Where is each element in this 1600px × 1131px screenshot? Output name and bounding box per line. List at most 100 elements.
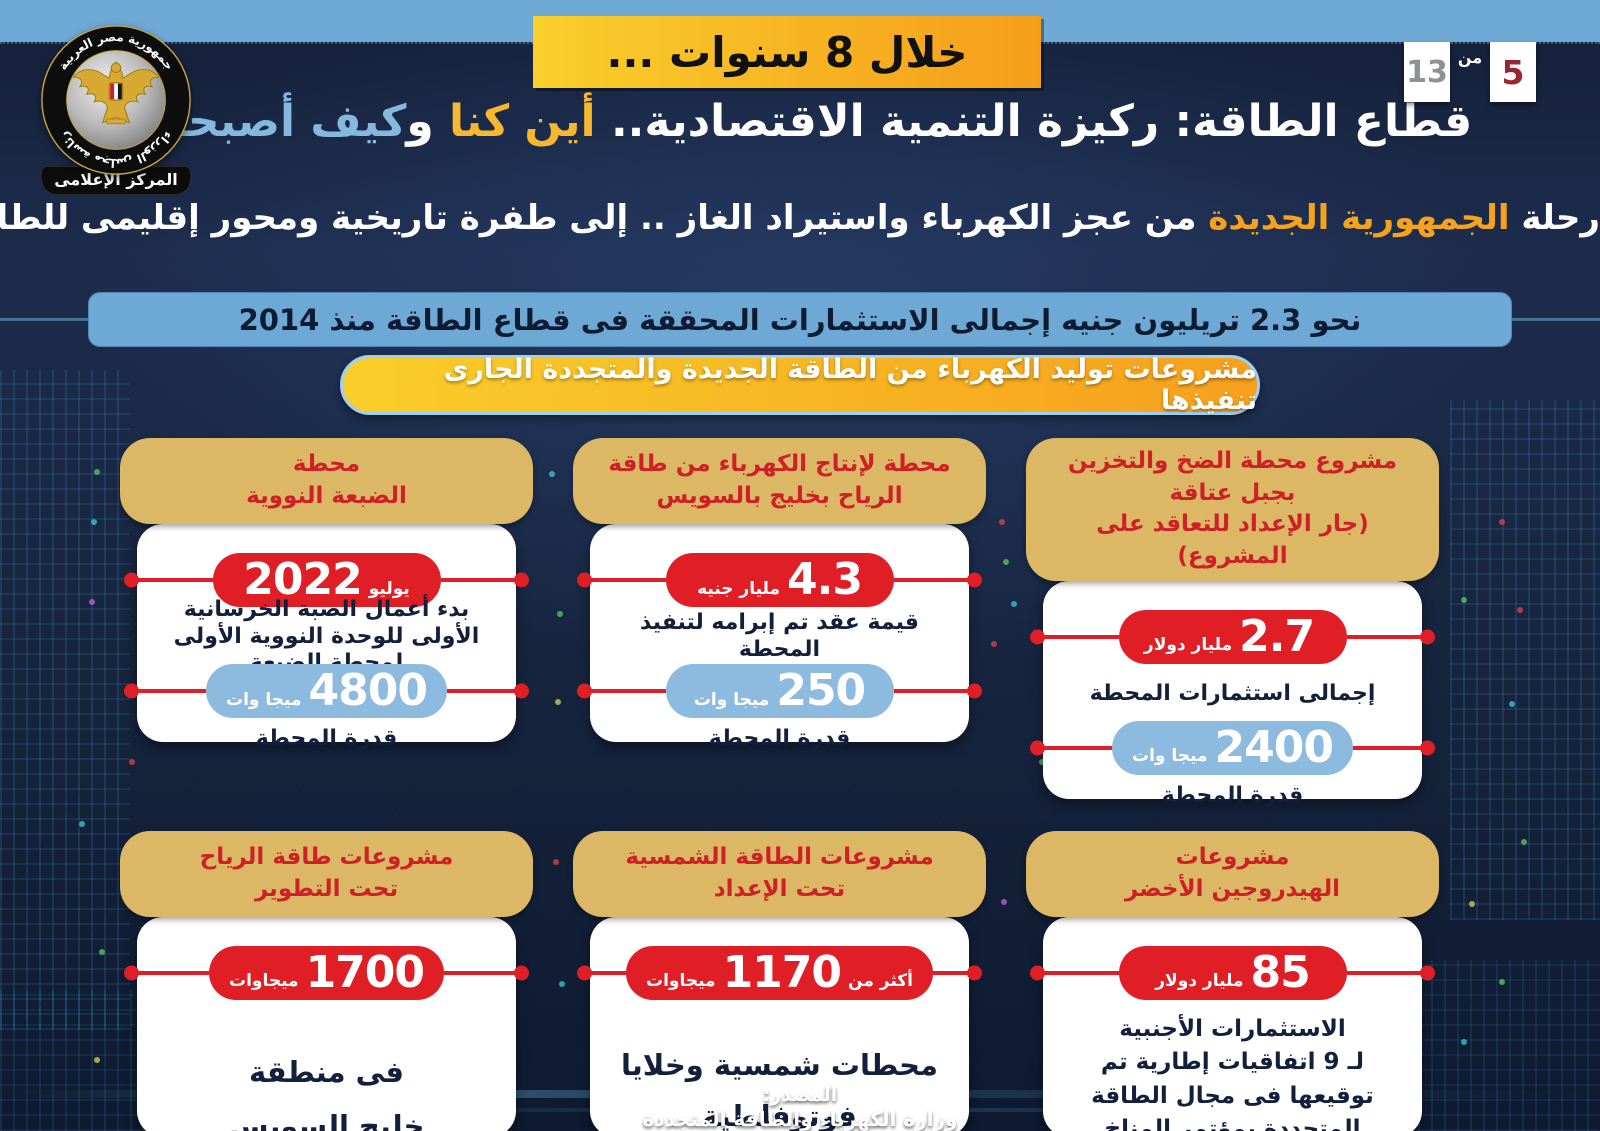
stat-unit: مليار دولار: [1155, 971, 1244, 992]
card-title-line2: (جار الإعداد للتعاقد على المشروع): [1096, 511, 1369, 570]
connector-dot: [1030, 629, 1045, 645]
card-title-line1: مشروع محطة الضخ والتخزين بجبل عتاقة: [1067, 448, 1398, 506]
connector-dot: [514, 683, 529, 699]
card-title-line2: الضبعة النووية: [246, 483, 407, 509]
body-line: فى منطقة: [249, 1054, 404, 1089]
connector-dot: [124, 572, 139, 588]
card-wind-station-suez: محطة لإنتاج الكهرباء من طاقة الرياح بخلي…: [573, 438, 986, 799]
connector-line: [1030, 965, 1119, 981]
stat-value: 4800: [308, 665, 428, 716]
stat-row: 2.7 مليار دولار: [1030, 609, 1435, 664]
stat-label: إجمالى استثمارات المحطة: [1089, 680, 1376, 706]
card-body-text: فى منطقة خليج السويس: [137, 1046, 516, 1131]
investment-banner-text: نحو 2.3 تريليون جنيه إجمالى الاستثمارات …: [238, 302, 1362, 337]
stat-pill-blue: 250 ميجا وات: [665, 664, 894, 718]
card-wind-development: مشروعات طاقة الرياح تحت التطوير 1700 ميج…: [120, 830, 533, 1131]
stat-row: 2400 ميجا وات: [1030, 720, 1435, 775]
card-title-line1: مشروعات طاقة الرياح: [199, 844, 454, 871]
card-body: 1700 ميجاوات فى منطقة خليج السويس: [124, 916, 530, 1131]
subtitle-part-white: رحلة: [1521, 198, 1600, 238]
title-part-white: قطاع الطاقة: ركيزة التنمية الاقتصادية..: [610, 96, 1473, 147]
page-current-tab: 5: [1490, 42, 1536, 102]
card-dabaa-nuclear: محطة الضبعة النووية يوليو 2022 بدء أعمال…: [120, 438, 533, 799]
section-banner-text: مشروعات توليد الكهرباء من الطاقة الجديدة…: [443, 354, 1257, 416]
subtitle-part-orange: الجمهورية الجديدة: [1208, 198, 1510, 238]
source-label: المصدر:: [762, 1084, 838, 1106]
stat-prefix: يوليو: [368, 578, 410, 599]
investment-banner: نحو 2.3 تريليون جنيه إجمالى الاستثمارات …: [88, 292, 1512, 347]
stat-value: 85: [1250, 946, 1311, 998]
stat-unit: ميجاوات: [228, 971, 299, 992]
stat-row: أكثر من 1170 ميجاوات: [577, 945, 982, 1000]
stat-value: 2022: [243, 554, 362, 605]
stat-pill-red: 2.7 مليار دولار: [1118, 609, 1347, 664]
stat-row: 250 ميجا وات: [577, 664, 982, 718]
card-header: مشروعات الهيدروجين الأخضر: [1026, 830, 1439, 917]
card-title-line2: الهيدروجين الأخضر: [1124, 875, 1341, 902]
connector-line: [577, 683, 666, 699]
body-line: فوتوفلطية: [702, 1098, 857, 1131]
source-footer: المصدر: وزارة الكهرباء والطاقة المتجددة: [0, 1084, 1600, 1131]
card-title-line1: مشروعات: [1175, 844, 1290, 871]
card-title-line1: محطة لإنتاج الكهرباء من طاقة: [608, 451, 951, 478]
stat-value: 250: [776, 665, 866, 716]
connector-line: [1030, 629, 1119, 645]
stat-label: قدرة المحطة: [1161, 782, 1304, 808]
card-pumped-storage-ataqa: مشروع محطة الضخ والتخزين بجبل عتاقة (جار…: [1026, 438, 1439, 808]
stat-label: قدرة المحطة: [255, 726, 398, 751]
stat-pill-red: 4.3 مليار جنيه: [665, 553, 894, 607]
stat-row: يوليو 2022: [124, 553, 529, 607]
connector-line: [446, 683, 529, 699]
stat-label: قدرة المحطة: [708, 726, 851, 751]
card-body: يوليو 2022 بدء أعمال الصبة الخرسانية الأ…: [124, 524, 529, 751]
page-total: 13: [1406, 54, 1448, 90]
stat-pill-red: يوليو 2022: [212, 553, 441, 607]
stat-pill-red: أكثر من 1170 ميجاوات: [625, 945, 934, 1000]
connector-dot: [1420, 629, 1435, 645]
connector-line: [933, 965, 982, 981]
source-name: وزارة الكهرباء والطاقة المتجددة: [642, 1107, 958, 1131]
card-body: 2.7 مليار دولار إجمالى استثمارات المحطة …: [1030, 580, 1435, 808]
connector-dot: [1420, 965, 1435, 981]
connector-dot: [1030, 965, 1045, 981]
stat-unit: ميجا وات: [693, 689, 770, 710]
card-header: مشروعات الطاقة الشمسية تحت الإعداد: [573, 830, 986, 917]
connector-line: [1346, 965, 1435, 981]
title-part-yellow: أين كنا: [449, 96, 596, 147]
card-green-hydrogen: مشروعات الهيدروجين الأخضر 85 مليار دولار…: [1026, 830, 1439, 1131]
connector-line: [440, 572, 529, 588]
connector-line: [1030, 740, 1113, 756]
connector-dot: [967, 965, 982, 981]
years-ribbon: خلال 8 سنوات ...: [533, 16, 1041, 88]
connector-dot: [577, 572, 592, 588]
card-header: محطة لإنتاج الكهرباء من طاقة الرياح بخلي…: [573, 438, 986, 524]
stat-row: 4800 ميجا وات: [124, 664, 529, 718]
stat-unit: ميجاوات: [645, 971, 716, 992]
connector-dot: [514, 572, 529, 588]
connector-line: [893, 683, 982, 699]
connector-line: [577, 572, 666, 588]
card-body: 4.3 مليار جنيه قيمة عقد تم إبرامه لتنفيذ…: [577, 524, 982, 751]
card-header: محطة الضبعة النووية: [120, 438, 533, 524]
emblem-seal-icon: جمهورية مصر العربية رئاسة مجلس الوزراء: [41, 25, 191, 175]
connector-dot: [577, 965, 592, 981]
circuit-texture-left: [0, 370, 130, 1030]
connector-line: [444, 965, 530, 981]
card-header: مشروعات طاقة الرياح تحت التطوير: [120, 830, 533, 917]
card-title-line1: مشروعات الطاقة الشمسية: [625, 844, 934, 871]
page-title: قطاع الطاقة: ركيزة التنمية الاقتصادية.. …: [0, 96, 1600, 147]
body-line: محطات شمسية وخلايا: [621, 1047, 938, 1082]
stat-prefix: أكثر من: [848, 971, 914, 992]
body-line: الاستثمارات الأجنبية: [1119, 1015, 1346, 1042]
stat-label: بدء أعمال الصبة الخرسانية الأولى للوحدة …: [173, 596, 480, 676]
card-title-line1: محطة: [292, 451, 361, 478]
stat-value: 2400: [1214, 721, 1334, 773]
connector-dot: [967, 572, 982, 588]
subtitle-part-rest: من عجز الكهرباء واستيراد الغاز .. إلى طف…: [0, 198, 1197, 238]
connector-line: [124, 572, 213, 588]
circuit-texture-right: [1450, 400, 1600, 920]
page-total-tab: 13: [1404, 42, 1450, 102]
stat-row: 85 مليار دولار: [1030, 945, 1435, 1000]
card-body: أكثر من 1170 ميجاوات محطات شمسية وخلايا …: [577, 916, 982, 1131]
connector-line: [1346, 629, 1435, 645]
